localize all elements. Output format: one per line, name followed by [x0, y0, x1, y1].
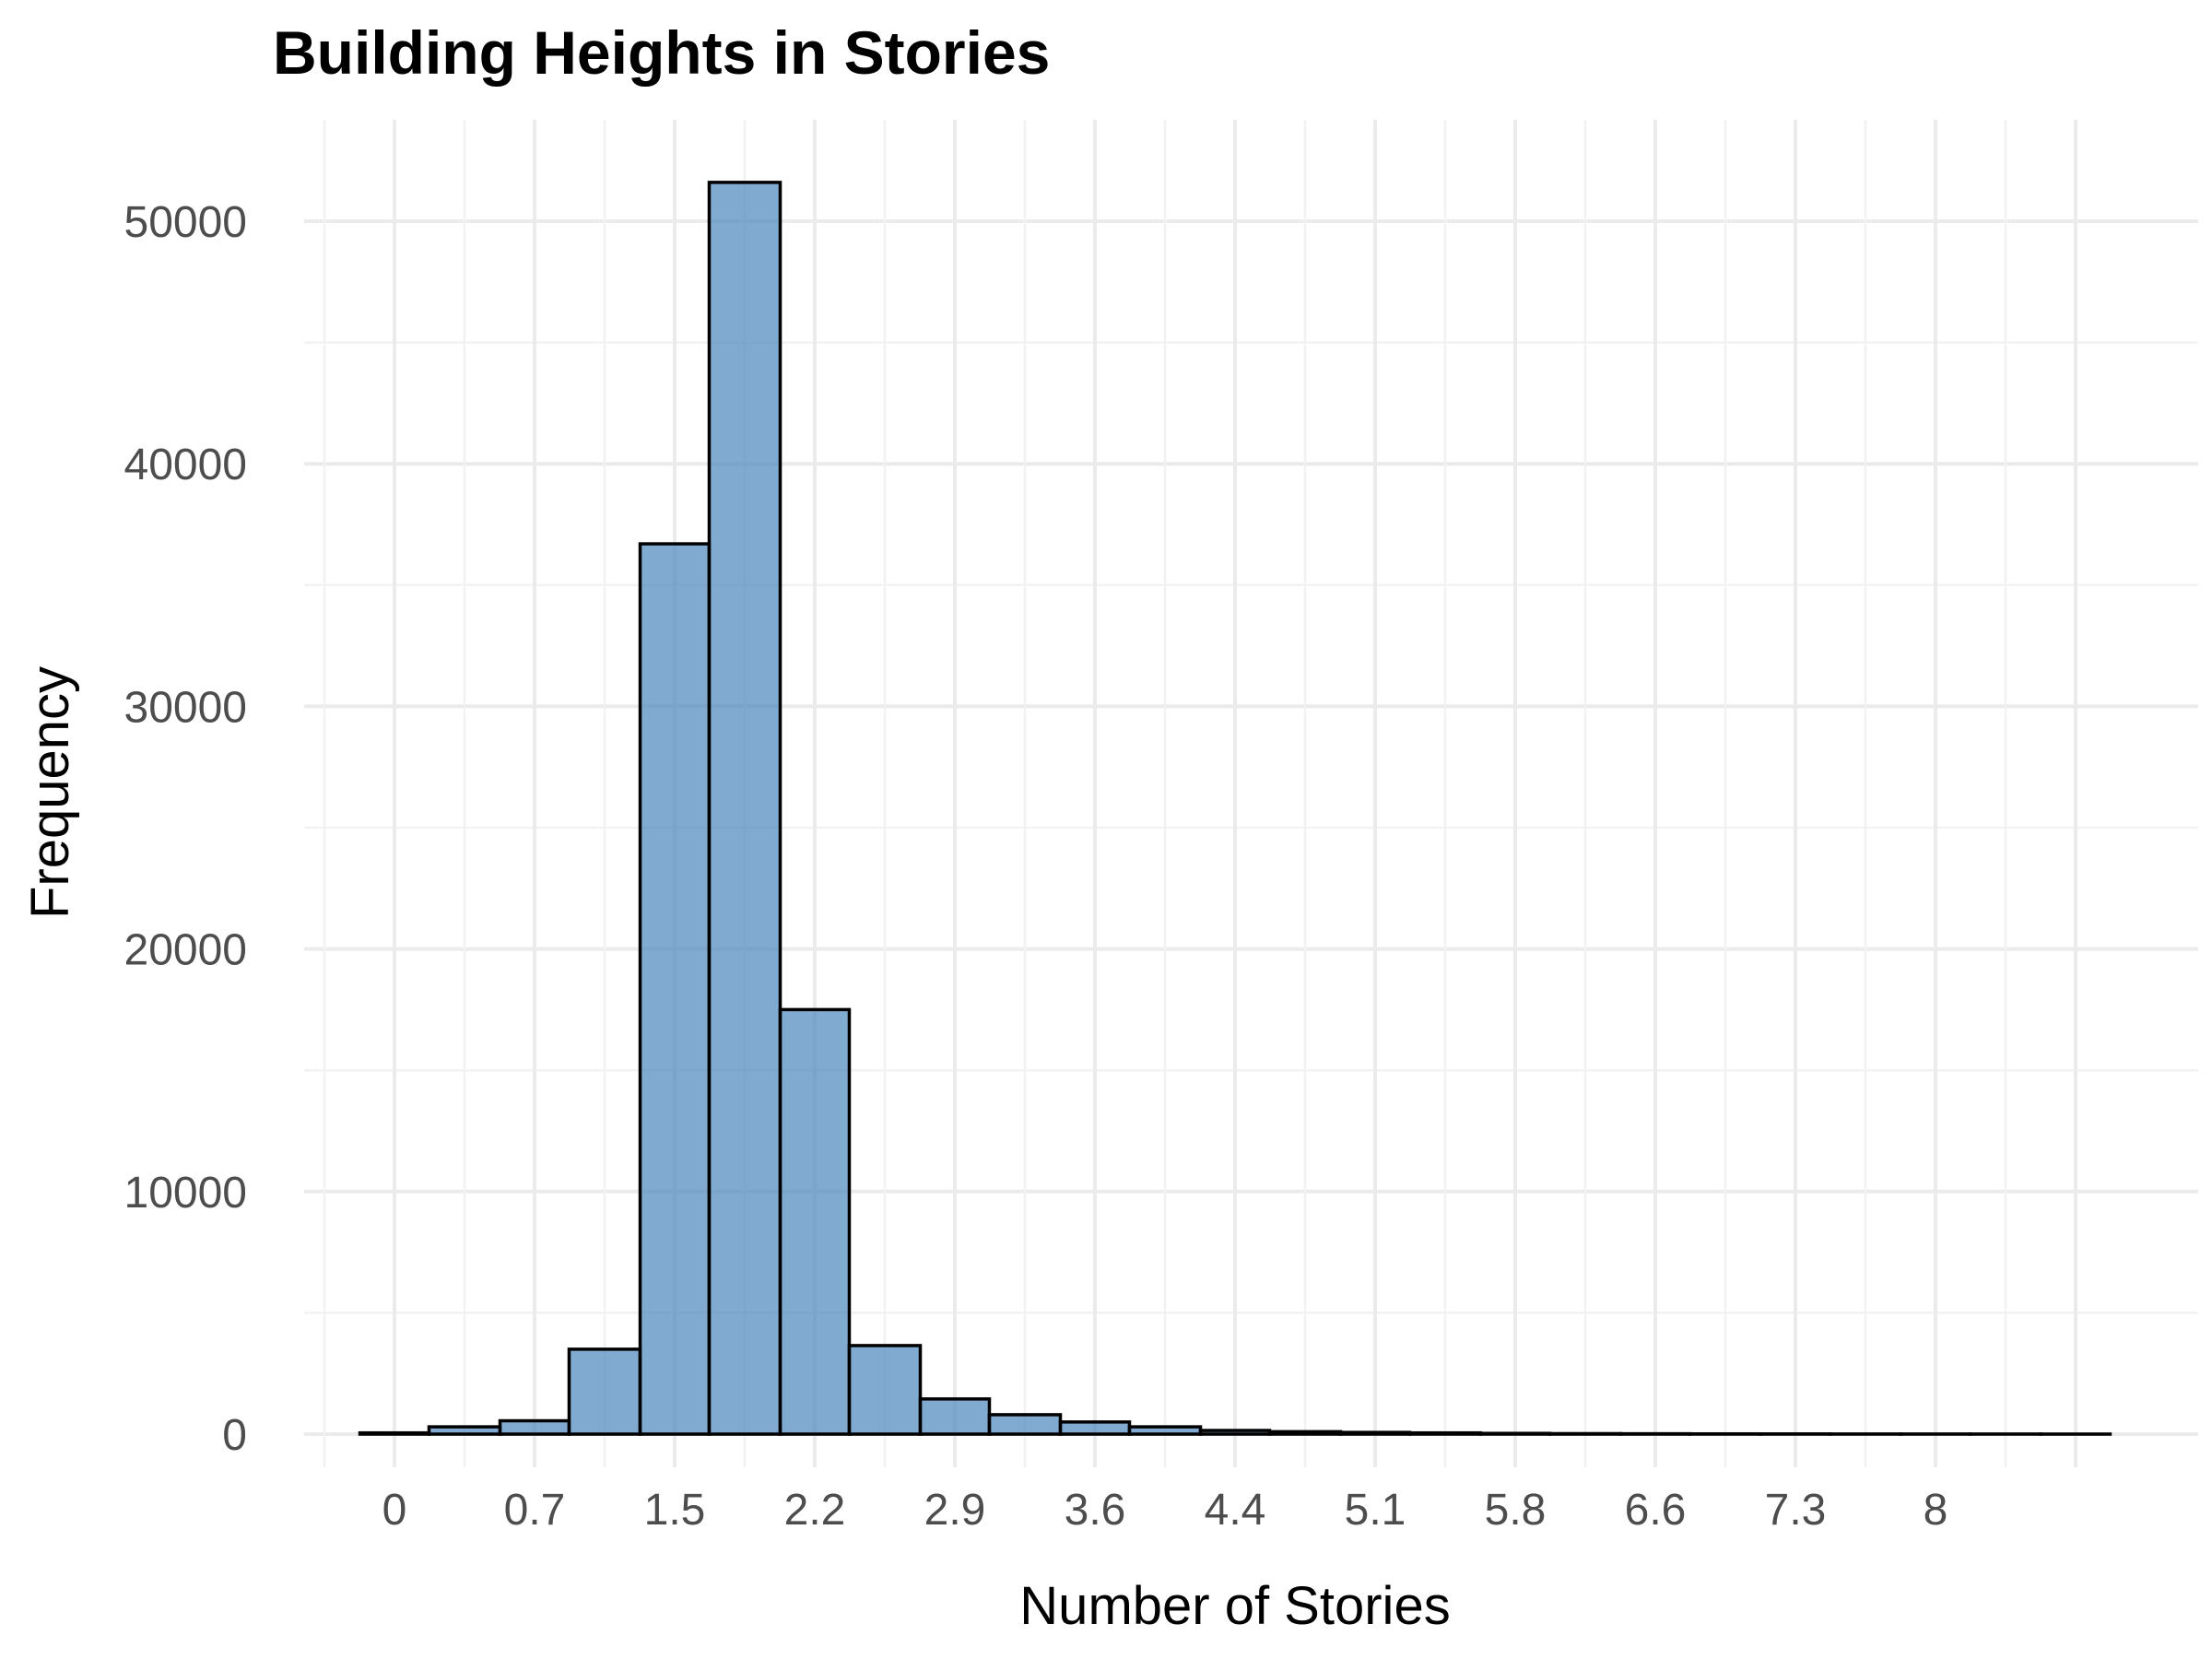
x-tick-label: 8: [1924, 1486, 1948, 1535]
x-axis-ticks: 0 0.7 1.5 2.2 2.9 3.6 4.4 5.1 5.8 6.6 7.3 8: [382, 1486, 1948, 1535]
x-tick-label: 4.4: [1205, 1486, 1266, 1535]
y-tick-label: 30000: [124, 683, 247, 732]
x-tick-label: 5.1: [1345, 1486, 1406, 1535]
grid: [304, 120, 2198, 1467]
x-tick-label: 6.6: [1625, 1486, 1687, 1535]
histogram-bar: [498, 1418, 571, 1436]
histogram-bar: [1338, 1430, 1412, 1436]
x-tick-label: 0: [382, 1486, 407, 1535]
y-tick-label: 20000: [124, 926, 247, 975]
histogram-bar: [707, 181, 782, 1436]
y-tick-label: 10000: [124, 1169, 247, 1218]
histogram-bar: [778, 1007, 852, 1436]
histogram-bar: [638, 542, 712, 1436]
histogram-bar: [1058, 1420, 1132, 1436]
histogram-bar: [358, 1430, 431, 1436]
histogram-bar: [1267, 1430, 1343, 1436]
histogram-bar: [567, 1347, 642, 1436]
y-tick-label: 50000: [124, 198, 247, 247]
histogram-bar: [1127, 1425, 1203, 1436]
y-tick-label: 40000: [124, 441, 247, 489]
histogram-bars: [358, 181, 2112, 1436]
x-axis-label: Number of Stories: [1019, 1576, 1450, 1636]
histogram-bar: [1478, 1431, 1552, 1436]
y-axis-ticks: 0 10000 20000 30000 40000 50000: [124, 198, 247, 1460]
y-tick-label: 0: [222, 1411, 247, 1460]
histogram-bar: [427, 1425, 502, 1436]
x-tick-label: 2.2: [784, 1486, 846, 1535]
y-axis-label: Frequency: [20, 666, 80, 919]
histogram-bar: [847, 1344, 923, 1436]
histogram-bar: [987, 1413, 1063, 1436]
x-tick-label: 2.9: [924, 1486, 986, 1535]
histogram-bar: [918, 1397, 992, 1436]
histogram-bar: [1547, 1431, 1623, 1436]
histogram-bar: [1198, 1429, 1272, 1436]
chart-title: Building Heights in Stories: [273, 18, 1050, 87]
x-tick-label: 7.3: [1765, 1486, 1827, 1535]
x-tick-label: 0.7: [504, 1486, 566, 1535]
x-tick-label: 5.8: [1485, 1486, 1547, 1535]
histogram-bar: [1407, 1430, 1483, 1436]
x-tick-label: 3.6: [1065, 1486, 1126, 1535]
x-tick-label: 1.5: [644, 1486, 706, 1535]
